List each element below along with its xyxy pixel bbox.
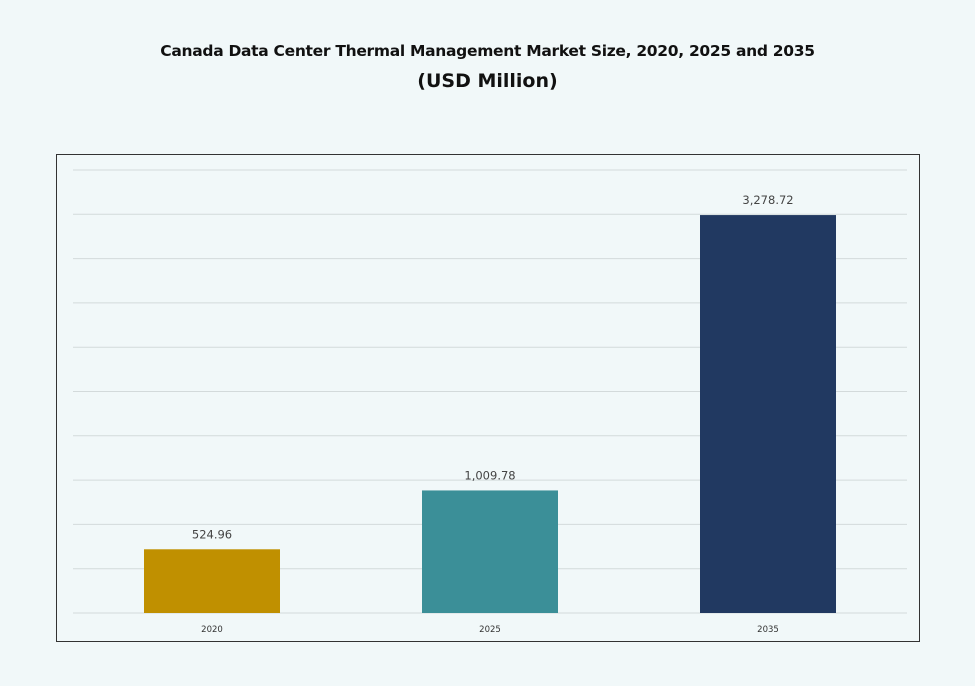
plot-frame (56, 154, 920, 642)
data-label: 3,278.72 (742, 193, 793, 207)
chart-subtitle: (USD Million) (417, 70, 558, 92)
chart-title: Canada Data Center Thermal Management Ma… (160, 42, 815, 60)
bar-2035 (700, 215, 836, 614)
x-tick-label: 2025 (479, 625, 501, 635)
x-tick-label: 2035 (757, 625, 779, 635)
data-label: 524.96 (192, 527, 232, 541)
bar-2025 (422, 490, 558, 613)
x-tick-label: 2020 (201, 625, 223, 635)
data-label: 1,009.78 (464, 468, 515, 482)
bar-2020 (144, 549, 280, 613)
